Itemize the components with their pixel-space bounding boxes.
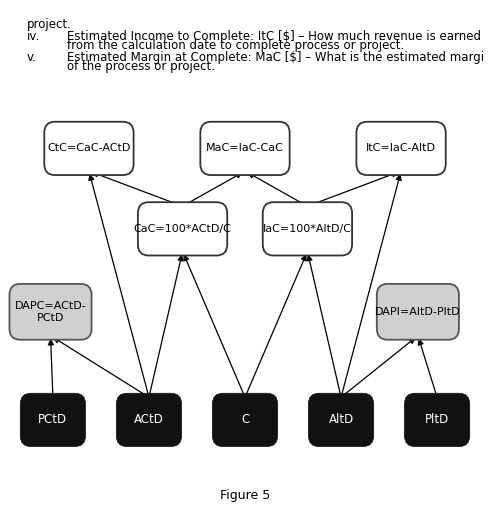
FancyBboxPatch shape: [116, 393, 182, 446]
Text: PltD: PltD: [425, 413, 449, 426]
Text: MaC=IaC-CaC: MaC=IaC-CaC: [206, 144, 284, 153]
Text: DAPC=ACtD-
PCtD: DAPC=ACtD- PCtD: [15, 301, 86, 323]
Text: PCtD: PCtD: [38, 413, 68, 426]
FancyBboxPatch shape: [44, 122, 134, 175]
Text: from the calculation date to complete process or project.: from the calculation date to complete pr…: [67, 40, 405, 52]
FancyBboxPatch shape: [20, 393, 86, 446]
Text: ACtD: ACtD: [134, 413, 164, 426]
Text: AltD: AltD: [328, 413, 354, 426]
FancyBboxPatch shape: [138, 202, 227, 255]
FancyBboxPatch shape: [404, 393, 470, 446]
Text: project.: project.: [26, 18, 72, 31]
Text: IaC=100*AltD/C: IaC=100*AltD/C: [263, 224, 352, 234]
FancyBboxPatch shape: [212, 393, 278, 446]
Text: ItC=IaC-AltD: ItC=IaC-AltD: [366, 144, 436, 153]
FancyBboxPatch shape: [200, 122, 290, 175]
Text: C: C: [241, 413, 249, 426]
Text: Figure 5: Figure 5: [220, 489, 270, 502]
FancyBboxPatch shape: [308, 393, 374, 446]
Text: iv.: iv.: [26, 30, 40, 43]
FancyBboxPatch shape: [356, 122, 446, 175]
Text: CaC=100*ACtD/C: CaC=100*ACtD/C: [134, 224, 231, 234]
FancyBboxPatch shape: [9, 284, 92, 340]
Text: of the process or project.: of the process or project.: [67, 61, 215, 73]
Text: CtC=CaC-ACtD: CtC=CaC-ACtD: [47, 144, 131, 153]
Text: Estimated Margin at Complete: MaC [$] – What is the estimated margin: Estimated Margin at Complete: MaC [$] – …: [67, 51, 490, 65]
Text: v.: v.: [26, 51, 36, 65]
FancyBboxPatch shape: [377, 284, 459, 340]
FancyBboxPatch shape: [263, 202, 352, 255]
Text: DAPI=AltD-PltD: DAPI=AltD-PltD: [375, 307, 461, 317]
Text: Estimated Income to Complete: ItC [$] – How much revenue is earned: Estimated Income to Complete: ItC [$] – …: [67, 30, 481, 43]
